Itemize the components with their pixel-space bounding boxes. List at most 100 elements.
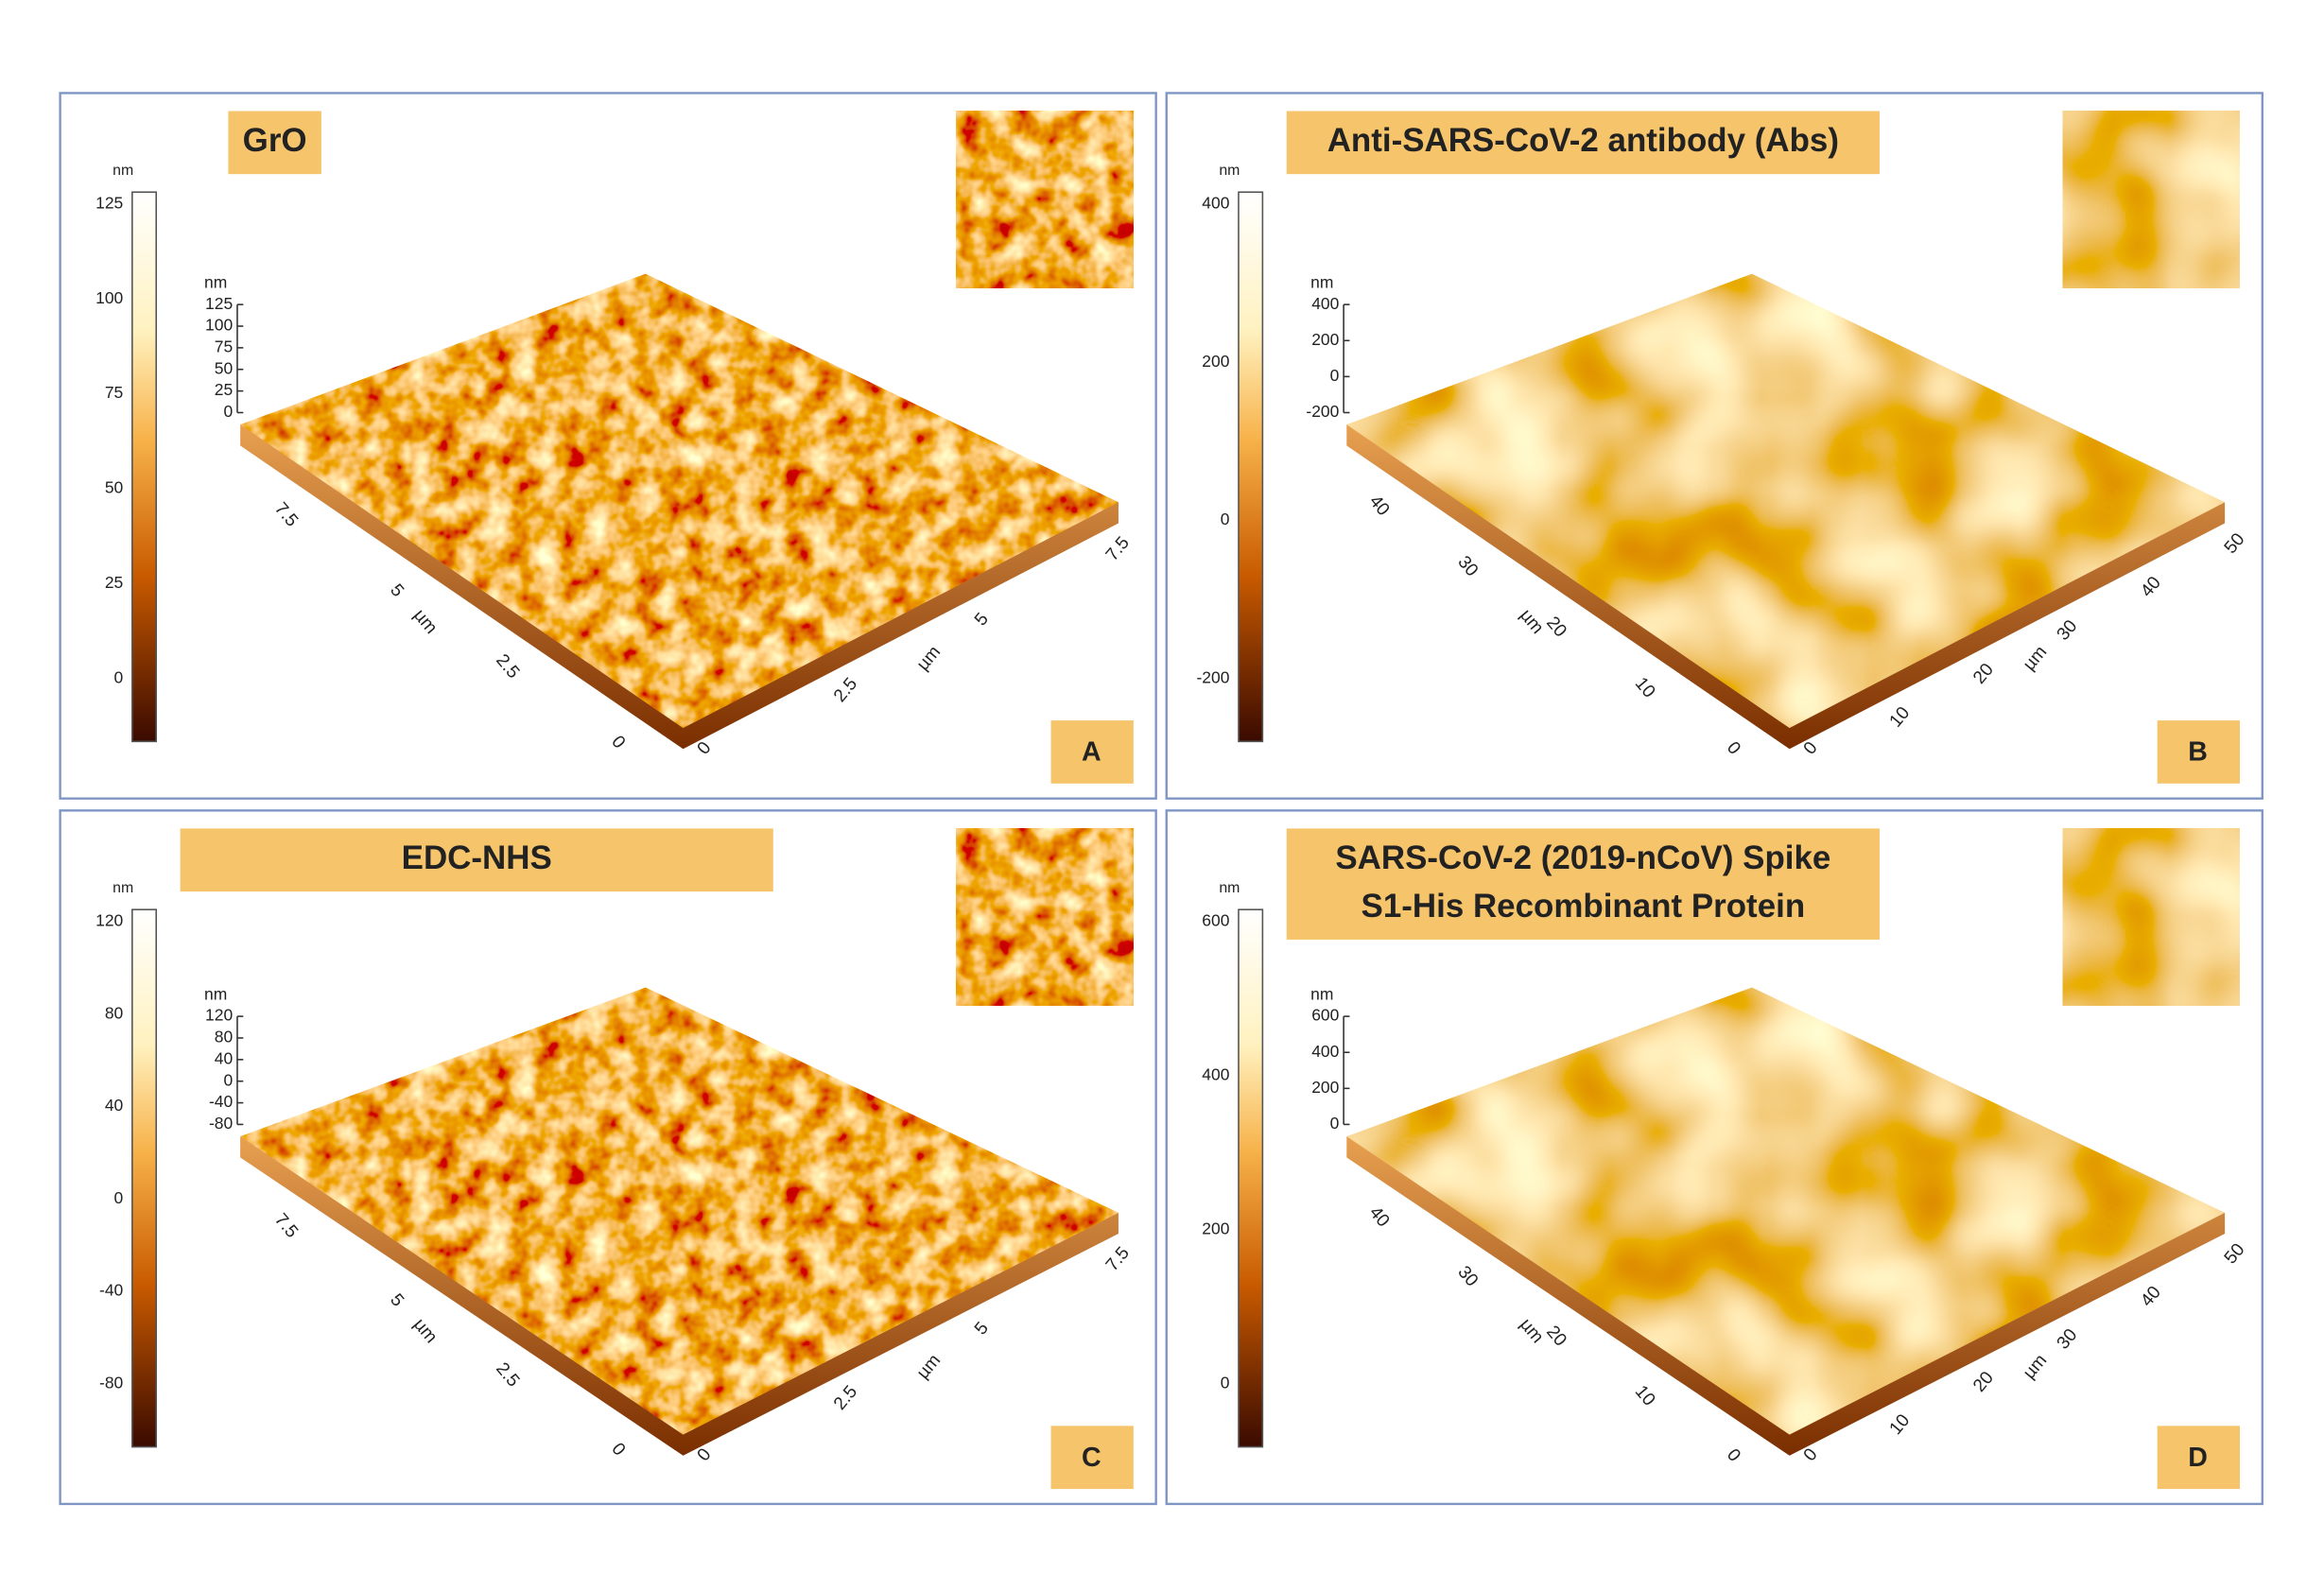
colorbar-tick-label: 200 (1202, 1219, 1229, 1237)
inset-image (955, 827, 1135, 1007)
left-axis-tick-label: 10 (1631, 674, 1659, 702)
right-axis-tick-label: 10 (1886, 1410, 1915, 1439)
right-axis-tick-label: 0 (1800, 738, 1822, 759)
title-box (180, 828, 773, 892)
colorbar-tick-label: 125 (95, 194, 123, 213)
z-axis-unit: nm (1310, 273, 1333, 292)
inset-image (2061, 110, 2241, 289)
label-box (1050, 720, 1134, 784)
z-tick-label: 80 (215, 1028, 234, 1046)
colorbar (131, 191, 158, 743)
title-box (1286, 828, 1880, 940)
left-axis-tick-label: 30 (1453, 552, 1482, 580)
right-axis-unit: µm (913, 1351, 945, 1383)
z-tick-label: 50 (215, 358, 234, 377)
z-tick-label: 0 (1330, 366, 1340, 385)
right-axis-tick-label: 40 (2137, 1283, 2165, 1311)
label-box (2157, 1426, 2240, 1490)
right-axis-unit: µm (913, 642, 945, 674)
colorbar-tick-label: 50 (105, 478, 124, 497)
z-tick-label: 75 (215, 337, 233, 355)
colorbar-tick-label: -80 (99, 1374, 124, 1392)
right-axis-tick-label: 50 (2221, 1240, 2249, 1269)
inset-image (2061, 827, 2241, 1007)
z-tick-label: 100 (205, 316, 233, 335)
left-axis-tick-label: 7.5 (270, 1210, 302, 1242)
colorbar-tick-label: 0 (1221, 510, 1230, 528)
panel-border (1165, 809, 2264, 1506)
colorbar-tick-label: 0 (114, 667, 124, 686)
right-axis-unit: µm (2020, 1351, 2051, 1383)
panel-title: EDC-NHS (402, 839, 552, 876)
z-tick-label: -80 (209, 1114, 234, 1133)
z-axis-unit: nm (204, 273, 227, 292)
colorbar-tick-label: 200 (1202, 352, 1229, 371)
colorbar (1238, 908, 1264, 1448)
left-axis-tick-label: 5 (386, 580, 408, 601)
right-axis-tick-label: 7.5 (1102, 533, 1134, 565)
colorbar-tick-label: 0 (114, 1188, 124, 1207)
left-axis-tick-label: 2.5 (492, 650, 523, 683)
panel-label: A (1082, 737, 1101, 768)
colorbar-tick-label: 120 (95, 910, 123, 929)
colorbar-tick-label: 100 (95, 288, 123, 307)
panel-label: C (1082, 1443, 1101, 1473)
right-axis-tick-label: 30 (2054, 616, 2082, 645)
z-tick-label: 400 (1311, 294, 1339, 313)
panel-border (59, 92, 1157, 800)
left-axis-tick-label: 40 (1365, 492, 1394, 520)
z-tick-label: 200 (1311, 330, 1339, 349)
z-axis-unit: nm (1310, 985, 1333, 1004)
left-axis-tick-label: 2.5 (492, 1359, 523, 1392)
left-axis-tick-label: 30 (1453, 1263, 1482, 1291)
label-box (2157, 720, 2240, 784)
panel: GrOAnm1251007550250nm12510075502507.552.… (59, 92, 1157, 800)
panel-title: SARS-CoV-2 (2019-nCoV) Spike (1335, 839, 1830, 876)
right-axis-tick-label: 50 (2221, 529, 2249, 558)
colorbar-tick-label: 75 (105, 383, 123, 402)
title-box (1286, 111, 1880, 175)
z-axis-unit: nm (204, 985, 227, 1004)
right-axis-tick-label: 5 (971, 1319, 993, 1340)
colorbar-tick-label: 0 (1221, 1374, 1230, 1392)
panel-border (1165, 92, 2264, 800)
right-axis-unit: µm (2020, 642, 2051, 674)
z-tick-label: 0 (223, 1070, 233, 1089)
colorbar-unit: nm (1219, 163, 1240, 179)
colorbar-tick-label: 400 (1202, 194, 1229, 213)
left-axis-unit: µm (1516, 1315, 1547, 1347)
z-tick-label: 400 (1311, 1042, 1339, 1061)
colorbar-tick-label: -40 (99, 1281, 124, 1300)
z-tick-label: 600 (1311, 1006, 1339, 1025)
colorbar-tick-label: 80 (105, 1003, 124, 1022)
right-axis-tick-label: 20 (1969, 660, 1998, 688)
z-tick-label: 0 (223, 402, 233, 421)
z-tick-label: 25 (215, 380, 233, 399)
right-axis-tick-label: 10 (1886, 703, 1915, 732)
left-axis-tick-label: 20 (1542, 613, 1570, 641)
colorbar (1238, 191, 1264, 743)
colorbar-tick-label: 400 (1202, 1064, 1229, 1083)
left-axis-tick-label: 0 (607, 1440, 629, 1461)
right-axis-tick-label: 20 (1969, 1368, 1998, 1396)
left-axis-tick-label: 0 (1723, 1445, 1744, 1466)
z-tick-label: -200 (1306, 402, 1339, 421)
right-axis-tick-label: 40 (2137, 573, 2165, 601)
z-tick-label: 0 (1330, 1114, 1340, 1133)
title-box (228, 111, 321, 175)
left-axis-unit: µm (409, 606, 441, 638)
colorbar-unit: nm (1219, 880, 1240, 896)
surface-texture (1346, 273, 2226, 729)
left-axis-tick-label: 10 (1631, 1382, 1659, 1410)
panel-title: Anti-SARS-CoV-2 antibody (Abs) (1327, 122, 1839, 159)
panel-border (59, 809, 1157, 1506)
right-axis-tick-label: 30 (2054, 1325, 2082, 1354)
colorbar-tick-label: -200 (1197, 667, 1230, 686)
surface-texture (240, 273, 1119, 729)
left-axis-tick-label: 0 (1723, 738, 1744, 759)
left-axis-tick-label: 40 (1365, 1202, 1394, 1231)
z-tick-label: 200 (1311, 1078, 1339, 1097)
z-tick-label: -40 (209, 1092, 234, 1111)
z-tick-label: 125 (205, 294, 233, 313)
left-axis-unit: µm (409, 1315, 441, 1347)
